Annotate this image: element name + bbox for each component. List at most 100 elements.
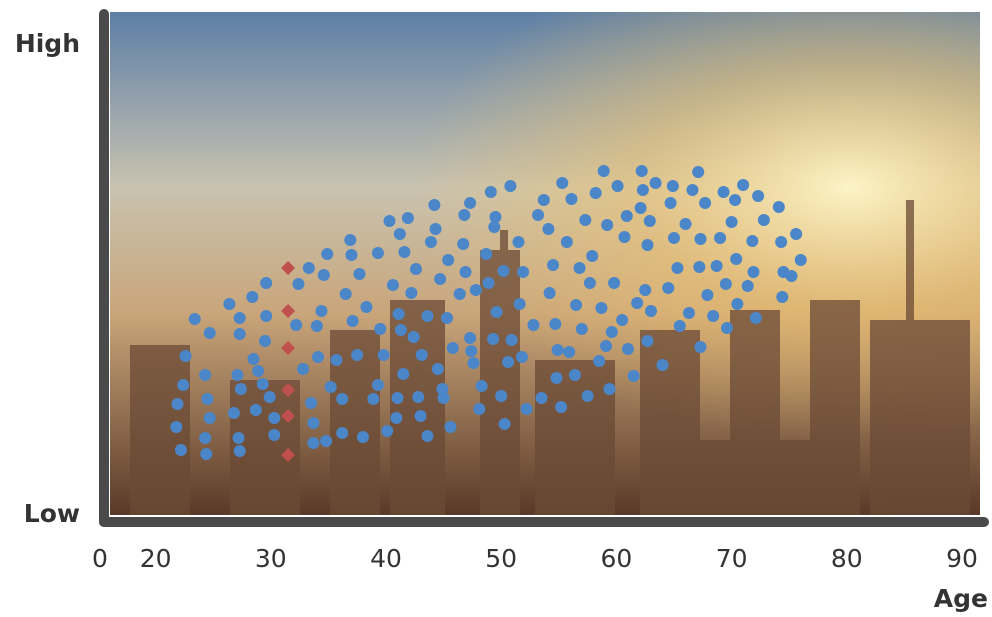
data-point (679, 218, 692, 230)
data-point (268, 429, 281, 441)
data-point (694, 233, 707, 245)
data-point (446, 342, 459, 354)
data-point (383, 215, 396, 227)
data-point (203, 327, 216, 339)
data-point (374, 323, 387, 335)
data-point (785, 270, 798, 282)
data-point (312, 351, 325, 363)
data-point (356, 431, 369, 443)
data-point (231, 369, 244, 381)
data-point (776, 291, 789, 303)
data-point (586, 250, 599, 262)
data-point (281, 448, 296, 462)
data-point (513, 298, 526, 310)
data-point (480, 248, 493, 260)
data-point (621, 343, 634, 355)
data-point (634, 202, 647, 214)
data-point (336, 393, 349, 405)
data-point (631, 297, 644, 309)
data-point (568, 369, 581, 381)
data-point (737, 179, 750, 191)
data-point (437, 392, 450, 404)
data-point (636, 184, 649, 196)
data-point (263, 391, 276, 403)
data-point (535, 392, 548, 404)
data-point (547, 259, 560, 271)
data-point (170, 421, 183, 433)
data-point (488, 221, 501, 233)
data-point (353, 268, 366, 280)
data-point (428, 199, 441, 211)
x-tick-label: 50 (485, 544, 517, 573)
data-point (297, 363, 310, 375)
data-point (260, 310, 273, 322)
x-tick-label: 70 (716, 544, 748, 573)
data-point (595, 302, 608, 314)
data-point (730, 253, 743, 265)
data-point (731, 298, 744, 310)
data-point (233, 445, 246, 457)
data-point (605, 326, 618, 338)
y-tick-label: Low (24, 499, 80, 528)
data-point (699, 197, 712, 209)
data-point (469, 284, 482, 296)
data-point (281, 341, 296, 355)
data-point (310, 320, 323, 332)
data-point (392, 308, 405, 320)
data-point (429, 223, 442, 235)
data-point (616, 314, 629, 326)
data-point (551, 344, 564, 356)
data-point (307, 417, 320, 429)
data-point (701, 289, 714, 301)
x-tick-label: 60 (600, 544, 632, 573)
data-point (794, 254, 807, 266)
data-point (401, 212, 414, 224)
data-point (464, 197, 477, 209)
data-point (459, 266, 472, 278)
data-point (656, 359, 669, 371)
data-point (247, 353, 260, 365)
data-point (556, 177, 569, 189)
data-point (475, 380, 488, 392)
data-point (394, 324, 407, 336)
data-point (407, 331, 420, 343)
data-point (487, 333, 500, 345)
data-point (517, 266, 530, 278)
data-point (377, 349, 390, 361)
data-point (330, 354, 343, 366)
data-point (482, 277, 495, 289)
data-point (227, 407, 240, 419)
data-point (321, 248, 334, 260)
data-point (259, 335, 272, 347)
data-point (441, 312, 454, 324)
data-point (346, 315, 359, 327)
data-point (644, 305, 657, 317)
data-point (464, 332, 477, 344)
data-point (415, 349, 428, 361)
data-point (324, 381, 337, 393)
data-point (386, 279, 399, 291)
data-point (351, 349, 364, 361)
data-point (409, 263, 422, 275)
y-tick-label: High (15, 29, 80, 58)
data-point (495, 390, 508, 402)
data-point (620, 210, 633, 222)
data-point (233, 312, 246, 324)
data-point (421, 430, 434, 442)
data-point (686, 184, 699, 196)
data-point (234, 383, 247, 395)
data-point (710, 260, 723, 272)
data-point (671, 262, 684, 274)
data-point (344, 234, 357, 246)
data-point (397, 368, 410, 380)
data-point (719, 278, 732, 290)
data-point (505, 334, 518, 346)
data-point (757, 214, 770, 226)
data-point (563, 346, 576, 358)
data-point (717, 186, 730, 198)
data-point (502, 356, 515, 368)
data-point (232, 432, 245, 444)
data-point (627, 370, 640, 382)
data-point (252, 365, 265, 377)
data-point (741, 280, 754, 292)
